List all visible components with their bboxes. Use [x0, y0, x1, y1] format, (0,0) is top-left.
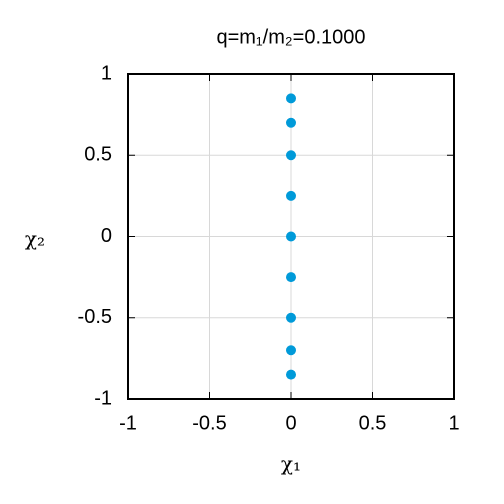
y-tick-label: -0.5 — [78, 306, 112, 328]
y-tick-label: 0.5 — [84, 144, 112, 166]
point — [286, 231, 296, 242]
x-tick-label: 1 — [448, 412, 459, 434]
point — [286, 345, 296, 356]
point — [286, 369, 296, 380]
point — [286, 272, 296, 283]
point — [286, 93, 296, 104]
point — [286, 190, 296, 201]
x-tick-label: -1 — [119, 412, 137, 434]
point — [286, 312, 296, 323]
point — [286, 117, 296, 128]
x-tick-label: -0.5 — [192, 412, 226, 434]
y-tick-label: 0 — [101, 225, 112, 247]
y-tick-label: 1 — [101, 62, 112, 84]
point — [286, 150, 296, 161]
chart-title: q=m₁/m₂=0.1000 — [216, 26, 365, 48]
y-axis-label: χ₂ — [25, 227, 45, 251]
x-axis-label: χ₁ — [281, 452, 301, 476]
plot-frame — [127, 73, 455, 400]
y-tick-label: -1 — [94, 387, 112, 409]
x-tick-label: 0 — [285, 412, 296, 434]
x-tick-label: 0.5 — [359, 412, 387, 434]
